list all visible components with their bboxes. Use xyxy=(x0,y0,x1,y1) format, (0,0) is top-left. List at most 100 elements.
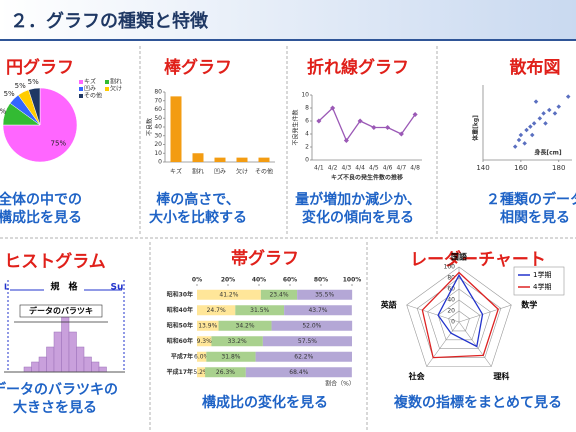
radar-tick-label: 20 xyxy=(447,308,455,315)
y-tick-label: 昭和60年 xyxy=(167,337,193,345)
scatter-point xyxy=(552,111,558,116)
x-tick-label: 100% xyxy=(343,277,362,284)
pie-value-label: 5% xyxy=(15,82,26,90)
y-tick-label: 70 xyxy=(154,97,162,104)
panel-caption: 棒の高さで、 xyxy=(156,191,239,208)
scatter-point xyxy=(541,111,546,116)
line-marker xyxy=(371,124,377,131)
stacked-segment xyxy=(255,351,352,362)
segment-label: 5.2% xyxy=(193,369,209,376)
stacked-segment xyxy=(197,289,261,300)
radar-spoke xyxy=(406,304,460,323)
y-tick-label: 0 xyxy=(305,157,309,164)
scatter-point xyxy=(516,137,522,143)
scatter-point xyxy=(522,141,527,146)
pie-slice xyxy=(28,87,41,126)
x-tick-label: 欠け xyxy=(236,168,248,176)
x-tick-label: 4/5 xyxy=(369,165,379,172)
radar-grid xyxy=(448,310,470,332)
line-series xyxy=(318,106,416,142)
segment-label: 13.9% xyxy=(198,322,217,329)
y-axis-label: 体重[kg] xyxy=(472,115,480,141)
line-marker xyxy=(385,124,391,131)
radar-axis-label: 英語 xyxy=(380,300,397,310)
header-band xyxy=(0,0,576,40)
legend-label: 1学期 xyxy=(533,270,551,279)
scatter-point xyxy=(518,132,524,138)
segment-label: 35.5% xyxy=(315,291,334,298)
segment-label: 33.2% xyxy=(228,338,247,345)
bar xyxy=(170,96,182,162)
x-tick-label: その他 xyxy=(255,168,273,176)
radar-spoke xyxy=(426,321,460,367)
histogram-bar xyxy=(46,346,55,373)
scatter-point xyxy=(533,99,539,104)
x-tick-label: 4/1 xyxy=(314,165,324,172)
pie-value-label: 5% xyxy=(4,90,15,98)
bar xyxy=(214,157,226,162)
pie-value-label: 5% xyxy=(28,78,39,86)
segment-label: 31.8% xyxy=(221,353,240,360)
y-tick-label: 20 xyxy=(154,141,162,148)
scatter-point xyxy=(556,104,562,109)
segment-label: 31.5% xyxy=(250,307,269,314)
x-tick-label: 4/7 xyxy=(397,165,407,172)
segment-label: 9.3% xyxy=(197,338,213,345)
panel-caption: 大小を比較する xyxy=(149,209,247,226)
x-tick-label: 凹み xyxy=(214,169,226,176)
y-tick-label: 平成17年 xyxy=(167,368,193,376)
y-tick-label: 60 xyxy=(154,106,162,113)
histogram-bar xyxy=(98,366,107,373)
radar-axis-label: 社会 xyxy=(408,371,425,381)
y-tick-label: 80 xyxy=(154,89,162,96)
legend-swatch xyxy=(79,80,83,84)
y-tick-label: 10 xyxy=(301,92,309,99)
segment-label: 43.7% xyxy=(308,307,327,314)
line-marker xyxy=(343,137,349,144)
radar-tick-label: 0 xyxy=(451,319,455,326)
panel-heading: レーダーチャート xyxy=(410,249,546,270)
histogram-bar xyxy=(53,331,62,373)
spec-label-bg xyxy=(44,281,84,293)
panel-caption: 複数の指標をまとめて見る xyxy=(393,394,562,411)
y-axis-label: 不良発生件数 xyxy=(292,109,300,145)
histogram-bar xyxy=(68,331,77,373)
stacked-segment xyxy=(260,289,298,300)
spread-box xyxy=(19,304,103,318)
x-tick-label: 4/8 xyxy=(410,165,420,172)
histogram-bar xyxy=(23,366,32,373)
y-tick-label: 10 xyxy=(154,150,162,157)
segment-label: 6.0% xyxy=(194,353,210,360)
segment-label: 24.7% xyxy=(207,307,226,314)
legend-label: 欠け xyxy=(110,85,122,93)
legend-label: 割れ xyxy=(110,78,122,86)
histogram-bar xyxy=(61,316,70,373)
bar xyxy=(258,157,270,162)
panel-caption: 変化の傾向を見る xyxy=(302,209,414,226)
stacked-segment xyxy=(197,351,207,362)
stacked-segment xyxy=(245,367,352,378)
scatter-point xyxy=(547,107,552,113)
x-tick-label: 140 xyxy=(476,164,489,172)
panel-caption: ２種類のデータ xyxy=(486,191,576,208)
radar-grid xyxy=(416,277,502,358)
spec-label: 規 格 xyxy=(50,281,78,293)
x-tick-label: 40% xyxy=(252,277,266,284)
panel-heading: 帯グラフ xyxy=(231,248,299,269)
stacked-segment xyxy=(262,336,352,347)
radar-grid xyxy=(437,299,481,341)
legend-label: 4学期 xyxy=(533,282,551,291)
scatter-point xyxy=(528,124,533,129)
y-tick-label: 6 xyxy=(305,118,309,125)
stacked-segment xyxy=(211,336,263,347)
stacked-segment xyxy=(197,320,219,331)
scatter-point xyxy=(524,127,529,133)
radar-axis-label: 国語 xyxy=(451,252,467,262)
legend-swatch xyxy=(105,80,109,84)
scatter-point xyxy=(529,132,535,138)
scatter-point xyxy=(537,116,543,121)
y-tick-label: 平成7年 xyxy=(171,352,193,360)
segment-label: 57.5% xyxy=(298,338,317,345)
pie-value-label: 75% xyxy=(51,139,67,147)
